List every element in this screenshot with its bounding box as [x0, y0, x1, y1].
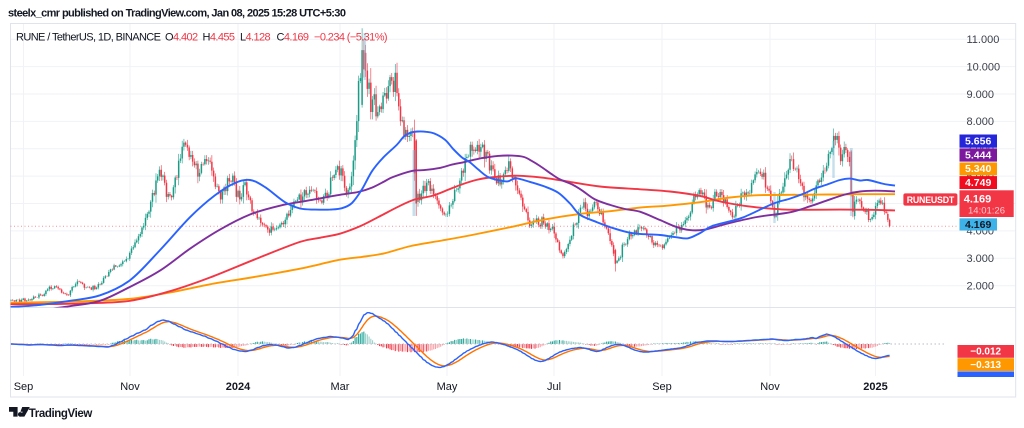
svg-text:May: May — [437, 381, 458, 393]
svg-text:steelx_cmr published on Tradin: steelx_cmr published on TradingView.com,… — [8, 8, 346, 20]
svg-text:5.340: 5.340 — [965, 163, 991, 175]
svg-text:−0.012: −0.012 — [970, 347, 1001, 358]
svg-text:8.000: 8.000 — [967, 116, 995, 128]
svg-text:4.169: 4.169 — [964, 194, 992, 206]
svg-text:L4.128: L4.128 — [240, 32, 271, 44]
svg-text:5.656: 5.656 — [965, 135, 991, 147]
svg-text:O4.402: O4.402 — [165, 32, 198, 44]
svg-text:14:01:26: 14:01:26 — [968, 206, 1005, 217]
svg-text:5.444: 5.444 — [965, 149, 991, 161]
svg-text:RUNEUSDT: RUNEUSDT — [907, 195, 955, 205]
svg-text:11.000: 11.000 — [967, 34, 1000, 46]
svg-text:RUNE / TetherUS, 1D, BINANCE: RUNE / TetherUS, 1D, BINANCE — [16, 32, 161, 44]
svg-text:2024: 2024 — [226, 381, 251, 393]
svg-text:2.000: 2.000 — [967, 281, 995, 293]
svg-text:3.000: 3.000 — [967, 253, 995, 265]
svg-text:TradingView: TradingView — [29, 408, 93, 420]
svg-text:10.000: 10.000 — [967, 61, 1001, 73]
svg-text:C4.169: C4.169 — [277, 32, 309, 44]
svg-text:Mar: Mar — [331, 381, 350, 393]
svg-text:Sep: Sep — [652, 381, 672, 393]
svg-text:−0.313: −0.313 — [970, 360, 1001, 371]
svg-text:Jul: Jul — [547, 381, 561, 393]
svg-text:9.000: 9.000 — [967, 89, 995, 101]
svg-text:4.749: 4.749 — [965, 177, 991, 189]
svg-text:−0.234 (−5.31%): −0.234 (−5.31%) — [314, 32, 387, 44]
svg-text:Nov: Nov — [120, 381, 140, 393]
svg-text:Nov: Nov — [760, 381, 780, 393]
svg-text:Sep: Sep — [14, 381, 34, 393]
svg-text:4.169: 4.169 — [965, 219, 991, 231]
svg-text:2025: 2025 — [863, 381, 887, 393]
svg-text:H4.455: H4.455 — [203, 32, 235, 44]
